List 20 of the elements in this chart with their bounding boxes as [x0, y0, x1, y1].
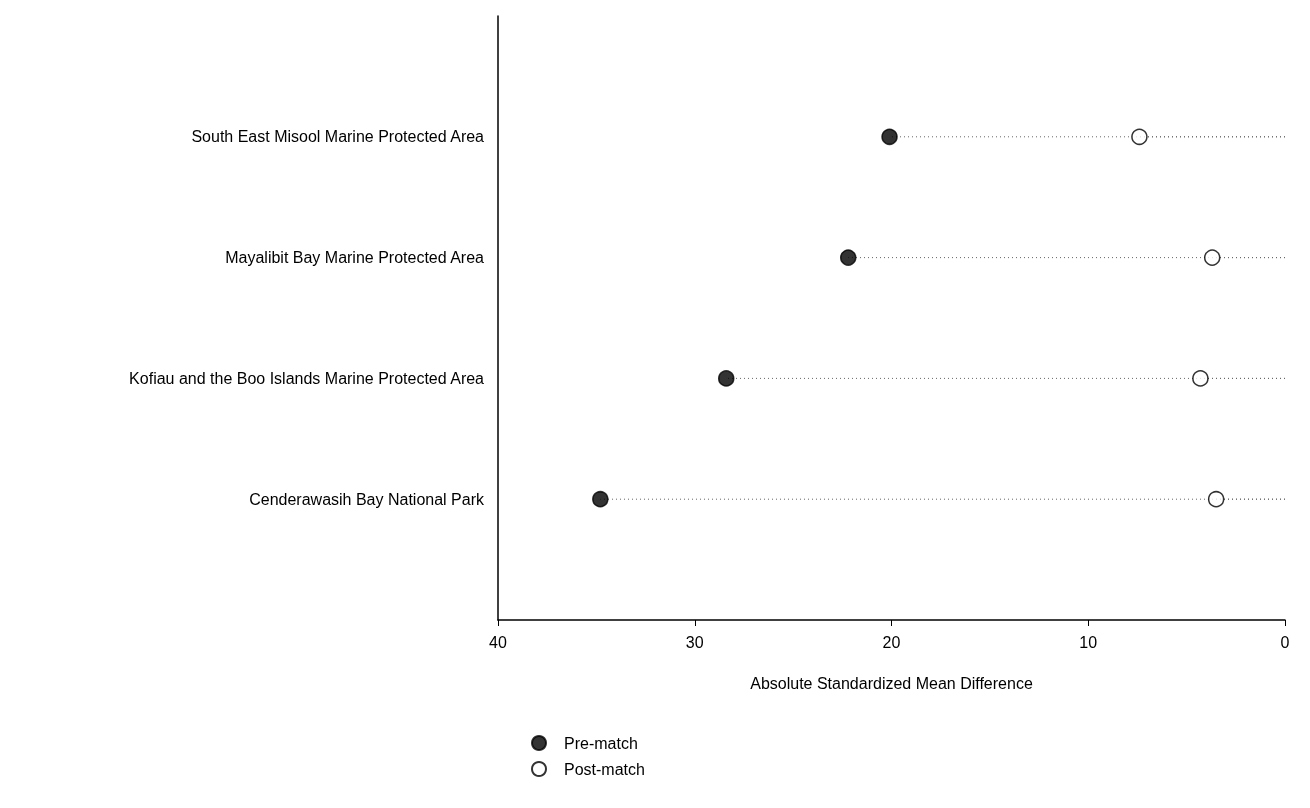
y-tick-label: Mayalibit Bay Marine Protected Area	[225, 249, 485, 267]
y-tick-label: Kofiau and the Boo Islands Marine Protected Area	[129, 369, 485, 387]
x-axis-title: Absolute Standardized Mean Difference	[750, 674, 1033, 692]
point	[1131, 128, 1148, 146]
point	[881, 128, 898, 146]
point	[1203, 249, 1221, 266]
legend-label: Post-match	[564, 760, 645, 778]
point	[1207, 490, 1225, 508]
legend-label: Pre-match	[564, 734, 638, 752]
x-tick-label: 10	[1079, 633, 1098, 651]
x-tick-label: 40	[489, 633, 507, 651]
point	[592, 490, 609, 508]
point	[839, 249, 857, 266]
y-tick-label: South East Misool Marine Protected Area	[191, 128, 485, 146]
x-tick-label: 30	[685, 633, 704, 651]
x-tick-label: 20	[882, 633, 901, 651]
point	[1192, 370, 1209, 387]
y-tick-label: Cenderawasih Bay National Park	[249, 490, 485, 508]
x-tick-label: 0	[1280, 633, 1290, 651]
point	[718, 370, 735, 387]
